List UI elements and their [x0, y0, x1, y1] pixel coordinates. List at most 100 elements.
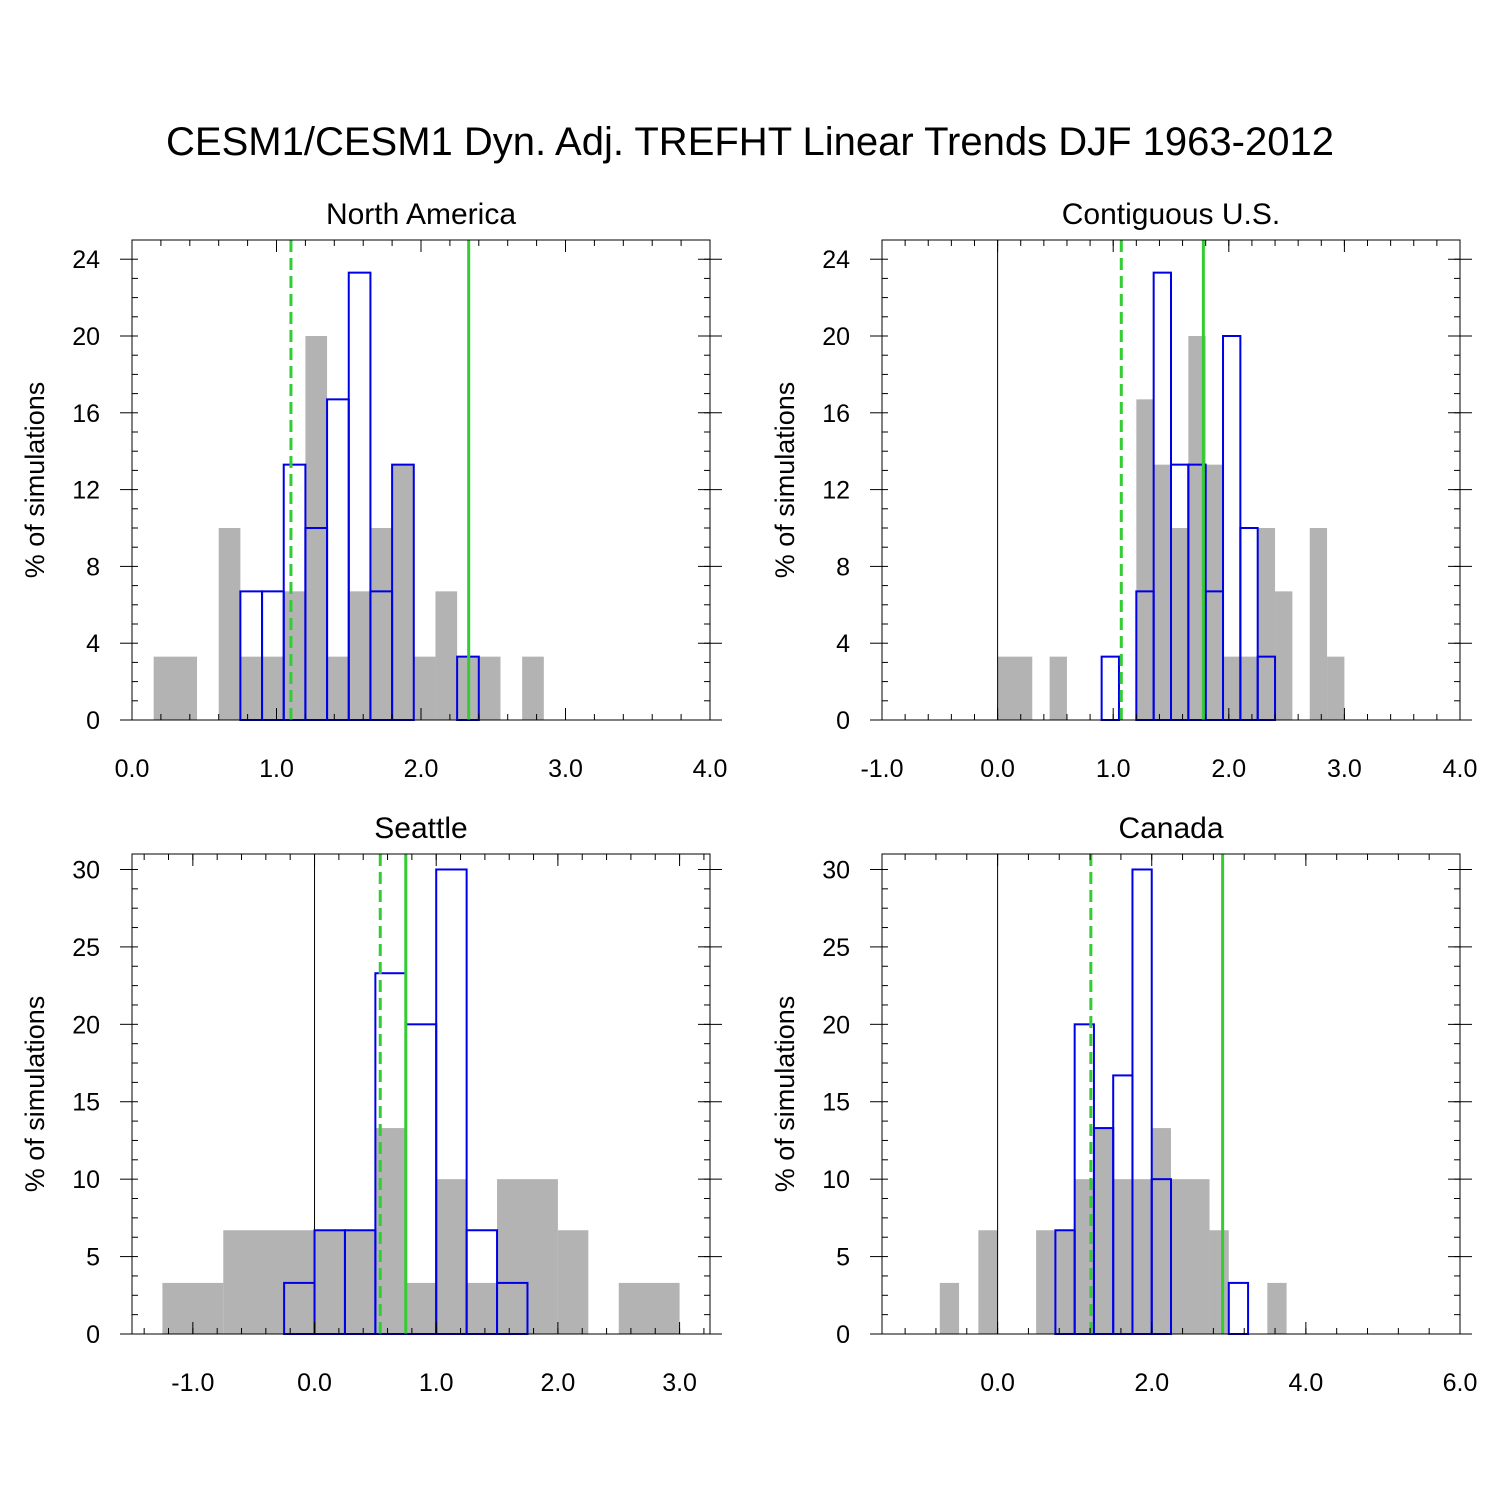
y-axis-label: % of simulations — [20, 382, 50, 579]
cesm1-bar — [1209, 1230, 1229, 1334]
panel-title: Contiguous U.S. — [1062, 198, 1280, 231]
y-tick-label: 0 — [836, 1321, 850, 1349]
cesm1-bar — [1257, 528, 1276, 720]
panel-title: North America — [326, 198, 516, 231]
x-tick-label: -1.0 — [171, 1369, 214, 1397]
y-tick-label: 25 — [72, 934, 100, 962]
cesm1-bar — [1049, 656, 1067, 720]
cesm1-bar — [466, 1282, 498, 1334]
cesm1-bar — [1093, 1128, 1114, 1334]
cesm1-bar — [435, 591, 458, 720]
y-tick-label: 4 — [86, 630, 100, 658]
panel-north-america: 0.0 1.0 2.0 3.0 4.0 0 4 8 12 16 20 24 North America%… — [20, 198, 727, 783]
cesm1-bar — [557, 1230, 589, 1334]
cesm1-bar — [1136, 399, 1154, 720]
y-tick-label: 16 — [72, 400, 100, 428]
cesm1-bar — [413, 656, 436, 720]
y-tick-label: 4 — [836, 630, 850, 658]
y-tick-label: 8 — [836, 553, 850, 581]
x-tick-label: 2.0 — [1211, 755, 1246, 783]
y-tick-label: 12 — [822, 477, 850, 505]
x-tick-label: 4.0 — [1443, 755, 1478, 783]
panel-title: Seattle — [374, 812, 467, 845]
x-tick-label: 0.0 — [980, 1369, 1015, 1397]
cesm1-bar — [1171, 528, 1189, 720]
cesm1-bar — [153, 656, 198, 720]
cesm1-bar — [618, 1282, 680, 1334]
x-tick-label: 1.0 — [1096, 755, 1131, 783]
cesm1-bar — [1171, 1179, 1210, 1334]
cesm1-bar — [1153, 464, 1171, 720]
cesm1-bar — [978, 1230, 998, 1334]
y-tick-label: 15 — [72, 1089, 100, 1117]
y-tick-label: 20 — [822, 323, 850, 351]
y-tick-label: 0 — [836, 707, 850, 735]
y-tick-label: 20 — [72, 1011, 100, 1039]
cesm1-bar — [1309, 528, 1328, 720]
cesm1-bar — [1267, 1282, 1287, 1334]
cesm1-bar — [327, 656, 349, 720]
x-tick-label: 0.0 — [297, 1369, 332, 1397]
y-tick-label: 16 — [822, 400, 850, 428]
cesm1-bar — [1074, 1179, 1094, 1334]
panel-canada: 0.0 2.0 4.0 6.0 0 5 10 15 20 25 30 Canada % of simul… — [770, 812, 1477, 1397]
y-tick-label: 0 — [86, 1321, 100, 1349]
figure-title: CESM1/CESM1 Dyn. Adj. TREFHT Linear Tren… — [166, 120, 1334, 164]
panel-contiguous-us: -1.0 0.0 1.0 2.0 3.0 4.0 0 4 8 12 16 20 24 Contiguous… — [770, 198, 1477, 783]
x-tick-label: 6.0 — [1443, 1369, 1478, 1397]
x-tick-label: 4.0 — [1288, 1369, 1323, 1397]
y-tick-label: 24 — [822, 246, 850, 274]
cesm1-bar — [522, 656, 544, 720]
y-axis-label: % of simulations — [20, 996, 50, 1193]
cesm1-bar — [939, 1282, 960, 1334]
y-tick-label: 25 — [822, 934, 850, 962]
y-tick-label: 10 — [822, 1166, 850, 1194]
cesm1-bar — [436, 1179, 467, 1334]
panel-seattle: -1.0 0.0 1.0 2.0 3.0 0 5 10 15 20 25 30 Seattle % of … — [20, 812, 722, 1397]
y-axis-label: % of simulations — [770, 382, 800, 579]
x-tick-label: 0.0 — [980, 755, 1015, 783]
x-tick-label: 3.0 — [548, 755, 583, 783]
y-tick-label: 20 — [822, 1011, 850, 1039]
cesm1-bar — [405, 1282, 437, 1334]
x-tick-label: 2.0 — [541, 1369, 576, 1397]
y-tick-label: 10 — [72, 1166, 100, 1194]
cesm1-bar — [218, 528, 241, 720]
cesm1-bar — [1188, 336, 1206, 720]
y-tick-label: 15 — [822, 1089, 850, 1117]
cesm1-bar — [283, 591, 306, 720]
plot-frame — [131, 853, 711, 1335]
x-tick-label: 4.0 — [693, 755, 728, 783]
cesm1-bar — [348, 591, 371, 720]
y-tick-label: 5 — [86, 1244, 100, 1272]
cesm1-bar — [1327, 656, 1345, 720]
y-tick-label: 12 — [72, 477, 100, 505]
panel-title: Canada — [1118, 812, 1223, 845]
x-tick-label: -1.0 — [860, 755, 903, 783]
cesm1-bar — [392, 464, 414, 720]
y-tick-label: 5 — [836, 1244, 850, 1272]
x-tick-label: 1.0 — [259, 755, 294, 783]
x-tick-label: 3.0 — [1327, 755, 1362, 783]
cesm1-bar — [997, 656, 1033, 720]
y-tick-label: 30 — [822, 856, 850, 884]
dyn-adj-bar — [1227, 1281, 1250, 1335]
x-tick-label: 3.0 — [662, 1369, 697, 1397]
plot-frame — [881, 239, 1461, 721]
y-axis-label: % of simulations — [770, 996, 800, 1193]
y-tick-label: 8 — [86, 553, 100, 581]
y-tick-label: 24 — [72, 246, 100, 274]
y-tick-label: 30 — [72, 856, 100, 884]
x-tick-label: 0.0 — [115, 755, 150, 783]
x-tick-label: 1.0 — [419, 1369, 454, 1397]
dyn-adj-bar — [1100, 655, 1120, 722]
cesm1-bar — [1151, 1128, 1171, 1334]
plot-frame — [881, 853, 1461, 1335]
x-tick-label: 2.0 — [1134, 1369, 1169, 1397]
cesm1-bar — [370, 528, 393, 720]
cesm1-bar — [1275, 591, 1293, 720]
x-tick-label: 2.0 — [404, 755, 439, 783]
y-tick-label: 20 — [72, 323, 100, 351]
cesm1-bar — [375, 1128, 406, 1334]
